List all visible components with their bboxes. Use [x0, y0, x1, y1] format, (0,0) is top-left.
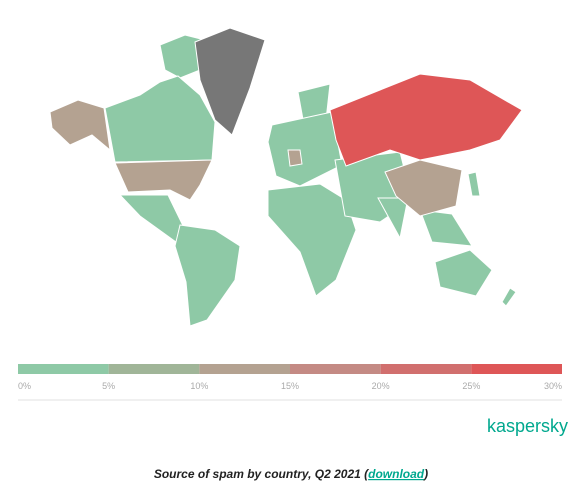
legend: 0% 5% 10% 15% 20% 25% 30%: [18, 364, 562, 391]
legend-segment: [199, 364, 290, 374]
china: [384, 159, 463, 217]
south-america: [174, 224, 241, 327]
germany: [287, 149, 303, 167]
legend-tick-label: 5%: [102, 381, 115, 391]
africa: [267, 183, 357, 297]
canada: [104, 75, 216, 163]
caption: Source of spam by country, Q2 2021 (down…: [154, 467, 428, 481]
europe: [267, 111, 343, 187]
alaska: [49, 99, 111, 152]
legend-tick-label: 10%: [190, 381, 208, 391]
legend-segment: [471, 364, 562, 374]
legend-segment: [108, 364, 200, 374]
new-zealand: [501, 287, 517, 307]
world-map: [49, 27, 523, 327]
legend-segment: [380, 364, 472, 374]
legend-tick-label: 30%: [544, 381, 562, 391]
southeast-asia: [419, 209, 473, 247]
legend-tick-label: 20%: [372, 381, 390, 391]
caption-end: ): [422, 467, 428, 481]
download-link[interactable]: download: [368, 467, 425, 481]
legend-tick-label: 0%: [18, 381, 31, 391]
russia: [329, 73, 523, 167]
india: [377, 197, 409, 240]
caption-text: Source of spam by country, Q2 2021 (: [154, 467, 370, 481]
legend-segment: [18, 364, 109, 374]
brand-logo: kaspersky: [487, 416, 568, 436]
legend-tick-label: 15%: [281, 381, 299, 391]
japan: [467, 171, 481, 197]
legend-segment: [290, 364, 381, 374]
greenland: [194, 27, 266, 136]
australia: [434, 249, 493, 297]
usa: [114, 159, 213, 201]
legend-tick-label: 25%: [462, 381, 480, 391]
